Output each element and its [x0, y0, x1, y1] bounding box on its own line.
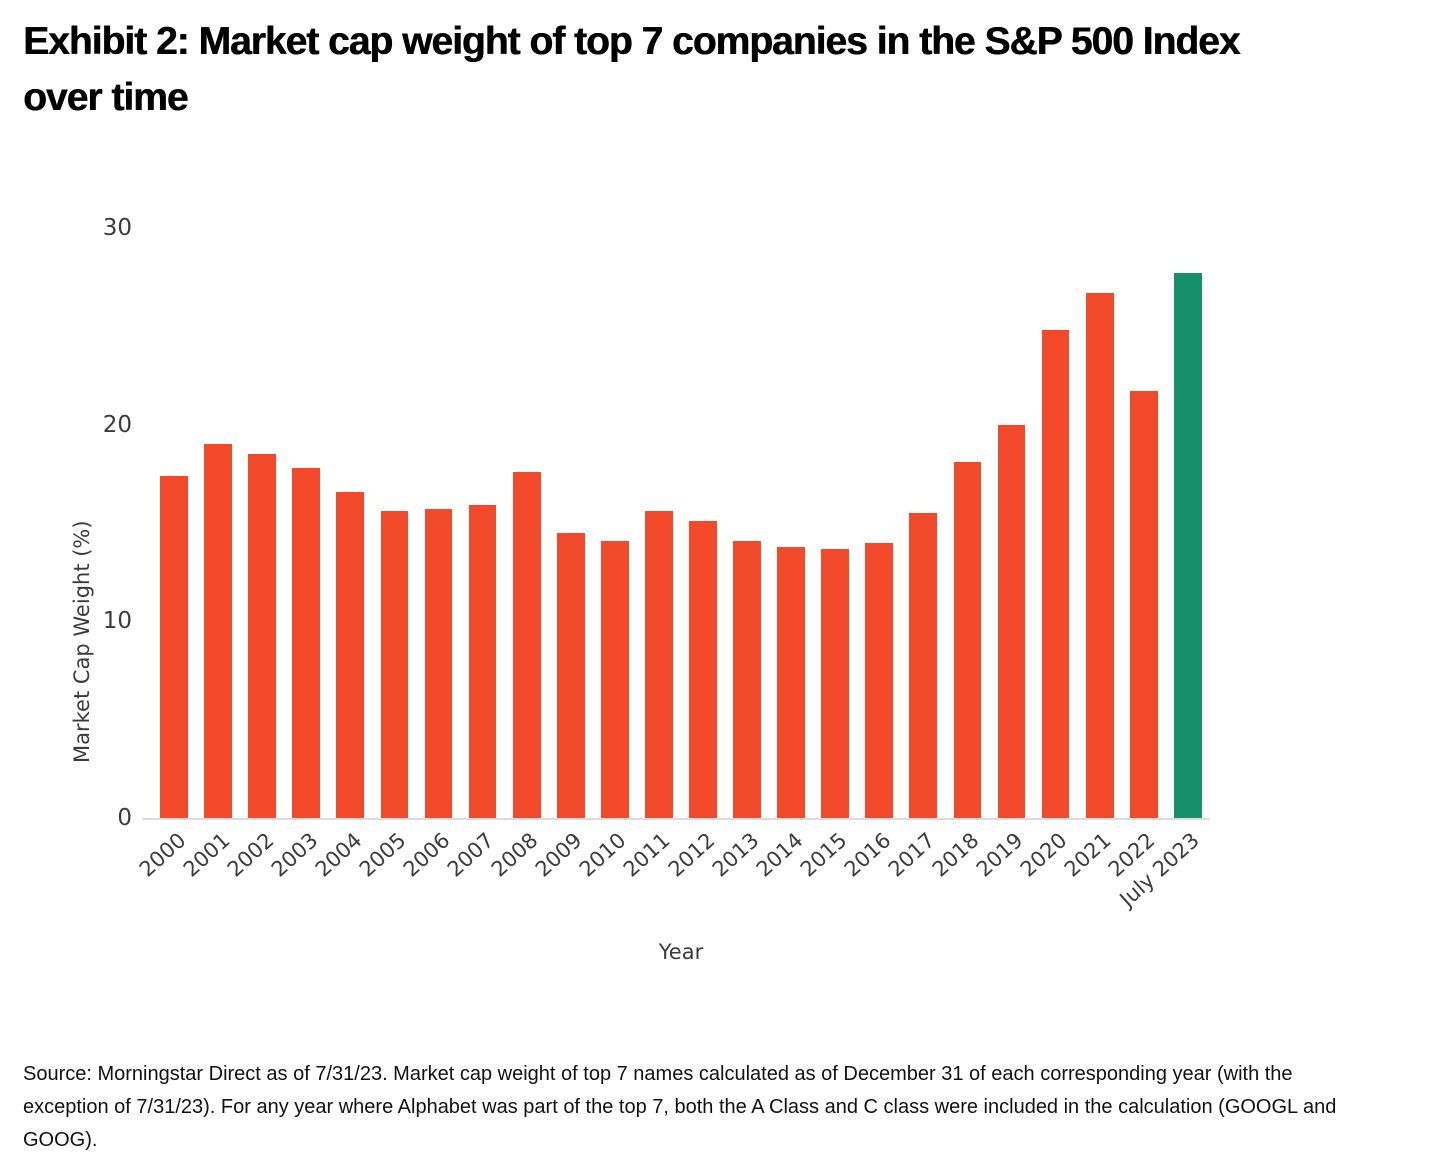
bar	[380, 511, 409, 818]
bar	[997, 424, 1026, 818]
x-tick-label: 2015	[795, 828, 852, 882]
bar-slot: 2002	[222, 228, 284, 882]
bar-slot: July 2023	[1115, 228, 1210, 911]
bar-slot: 2020	[1016, 228, 1078, 882]
bar	[689, 521, 717, 818]
bar	[1041, 330, 1070, 818]
x-axis-line	[142, 818, 1210, 820]
bar	[821, 548, 850, 818]
bar	[733, 540, 761, 818]
bar-slot: 2010	[575, 228, 637, 882]
source-note-line-3: GOOG).	[23, 1129, 98, 1151]
bar	[468, 505, 497, 818]
bar-slot: 2001	[178, 228, 240, 882]
bar-slot: 2000	[134, 228, 196, 882]
x-tick-label: 2005	[354, 828, 411, 882]
y-axis-title: Market Cap Weight (%)	[70, 520, 94, 763]
x-tick-label: 2004	[310, 828, 367, 882]
bar	[424, 509, 453, 818]
x-tick-label: 2016	[839, 828, 896, 882]
source-note: Source: Morningstar Direct as of 7/31/23…	[23, 1058, 1423, 1157]
x-tick-label: 2013	[707, 828, 764, 882]
bar	[777, 546, 806, 818]
x-tick-label: 2000	[134, 828, 191, 882]
x-tick-label: 2020	[1015, 828, 1072, 882]
x-tick-label: 2002	[222, 828, 279, 882]
bar-slot: 2004	[311, 228, 372, 882]
bar-slot: 2011	[619, 228, 681, 882]
bar-slot: 2021	[1060, 228, 1122, 882]
x-tick-label: 2017	[883, 828, 940, 882]
bar	[909, 513, 938, 818]
bar-slot: 2017	[884, 228, 945, 882]
x-tick-label: 2008	[486, 828, 543, 882]
source-note-line-1: Source: Morningstar Direct as of 7/31/23…	[23, 1063, 1293, 1085]
x-tick-label: 2001	[178, 828, 235, 882]
bar	[600, 540, 629, 818]
bar	[248, 454, 277, 818]
plot-area: 2000 2001 2002 2003 2004 2005 2006 2007 2008 2009…	[134, 228, 1210, 911]
source-note-line-2: exception of 7/31/23). For any year wher…	[23, 1096, 1337, 1118]
x-tick-label: 2003	[266, 828, 323, 882]
bar-slot: 2008	[487, 228, 549, 882]
bar	[1129, 391, 1158, 818]
bar-slot: 2014	[751, 228, 813, 882]
page-title: Exhibit 2: Market cap weight of top 7 co…	[23, 14, 1415, 126]
bar-slot: 2016	[840, 228, 901, 882]
x-axis-title: Year	[658, 940, 704, 964]
bar-slot: 2003	[267, 228, 328, 882]
bar	[865, 542, 894, 818]
page-title-line-2: over time	[23, 76, 188, 119]
bar	[204, 444, 232, 818]
bar	[953, 462, 982, 818]
bar	[556, 532, 585, 818]
bar-slot: 2012	[663, 228, 725, 882]
bar	[1085, 292, 1114, 818]
y-tick-label: 0	[117, 805, 132, 831]
bar-slot: 2005	[355, 228, 416, 882]
x-tick-label: 2011	[619, 828, 675, 882]
x-tick-label: 2006	[398, 828, 455, 882]
bar-highlight	[1173, 273, 1202, 818]
y-tick-label: 30	[102, 215, 132, 241]
bar	[512, 471, 541, 818]
bar	[336, 491, 365, 818]
x-tick-label: 2021	[1059, 828, 1116, 882]
bar	[160, 475, 188, 818]
bar-slot: 2006	[399, 228, 460, 882]
x-tick-label: 2009	[531, 828, 587, 882]
page-title-line-1: Exhibit 2: Market cap weight of top 7 co…	[23, 20, 1240, 63]
bar	[292, 467, 321, 818]
x-tick-label: 2018	[927, 828, 984, 882]
bar-slot: 2022	[1104, 228, 1166, 882]
bar-slot: 2013	[707, 228, 769, 882]
bar-slot: 2015	[795, 228, 857, 882]
bar-chart: Market Cap Weight (%) 0 10 20 30 2000 2001 20…	[70, 215, 1210, 964]
bar	[645, 511, 673, 818]
bar-slot: 2009	[531, 228, 593, 882]
bar-slot: 2007	[443, 228, 505, 882]
bar-slot: 2018	[928, 228, 989, 882]
bar-slot: 2019	[972, 228, 1033, 882]
x-tick-label: 2012	[663, 828, 720, 882]
y-tick-label: 10	[102, 608, 132, 635]
x-tick-label: 2014	[751, 828, 808, 882]
x-tick-label: 2010	[575, 828, 631, 882]
y-tick-label: 20	[102, 411, 132, 438]
x-tick-label: 2019	[971, 828, 1028, 882]
x-tick-label: 2007	[442, 828, 499, 882]
